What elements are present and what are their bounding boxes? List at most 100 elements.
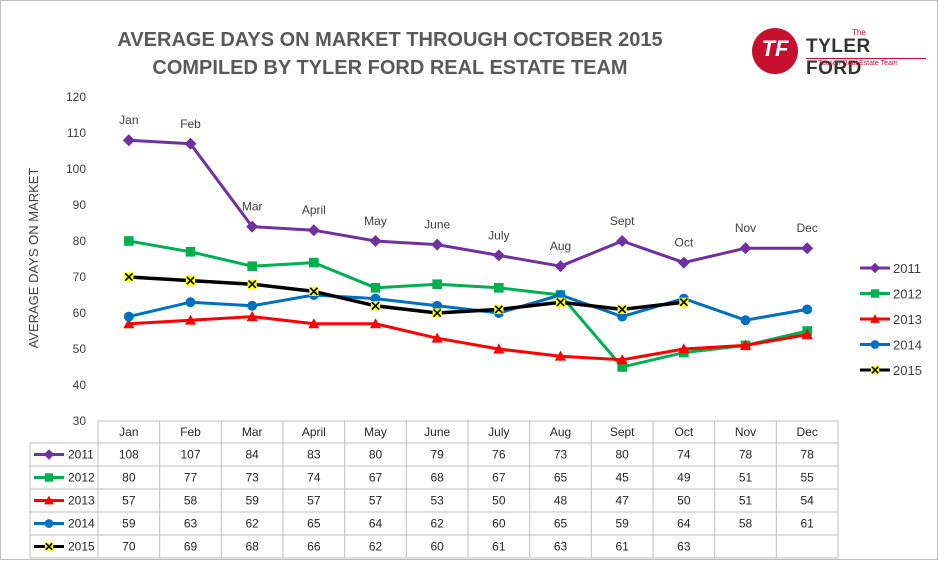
table-value-cell: 59 <box>615 517 629 531</box>
y-tick-label: 70 <box>73 270 87 284</box>
legend-marker-2011 <box>869 262 881 274</box>
point-2015-Oct-x <box>679 298 688 307</box>
table-value-cell: 65 <box>554 517 568 531</box>
legend-label: 2011 <box>893 261 921 276</box>
point-month-label: Oct <box>674 236 693 250</box>
point-2012-Sept <box>617 362 627 372</box>
legend-label: 2013 <box>893 312 922 327</box>
table-value-cell: 80 <box>369 448 383 462</box>
table-header-cell: May <box>364 425 387 439</box>
point-2015-July <box>494 304 504 314</box>
table-value-cell: 83 <box>307 448 321 462</box>
point-2011-Dec <box>801 242 814 255</box>
point-2015-June <box>432 308 442 318</box>
y-tick-label: 120 <box>66 90 86 104</box>
table-key-marker-2015 <box>44 542 54 551</box>
point-2015-Aug-x <box>556 298 565 307</box>
point-2015-Oct <box>679 297 689 307</box>
point-2013-Oct <box>678 343 690 354</box>
table-header-cell: June <box>424 425 450 439</box>
chart-title-line-2: COMPILED BY TYLER FORD REAL ESTATE TEAM <box>152 57 627 79</box>
table-value-cell: 62 <box>245 517 259 531</box>
point-2011-July <box>492 249 505 262</box>
table-value-cell: 63 <box>677 540 691 554</box>
table-value-cell: 66 <box>307 540 321 554</box>
point-2015-Sept-x <box>618 305 627 314</box>
table-header-cell: Jan <box>119 425 138 439</box>
logo-monogram: TF <box>761 36 789 61</box>
table-value-cell: 57 <box>307 494 321 508</box>
table-value-cell: 67 <box>492 471 506 485</box>
table-value-cell: 50 <box>677 494 691 508</box>
point-2015-April <box>309 286 319 296</box>
point-2012-July <box>494 283 504 293</box>
table-value-cell: 49 <box>677 471 691 485</box>
point-2011-Nov <box>739 242 752 255</box>
table-value-cell: 60 <box>492 517 506 531</box>
table-value-cell: 63 <box>184 517 198 531</box>
point-2014-Sept <box>617 311 628 322</box>
table-value-cell: 53 <box>430 494 444 508</box>
point-2013-April <box>308 318 320 329</box>
table-value-cell: 60 <box>430 540 444 554</box>
table-value-cell: 45 <box>615 471 629 485</box>
point-2013-Jan <box>123 318 135 329</box>
logo-badge-icon <box>752 28 798 74</box>
point-2013-Aug <box>554 350 567 361</box>
table-value-cell: 68 <box>430 471 444 485</box>
point-2014-Nov <box>740 315 751 326</box>
y-tick-label: 110 <box>67 126 86 140</box>
point-month-label: April <box>302 203 326 217</box>
table-value-cell: 61 <box>800 517 814 531</box>
y-tick-label: 30 <box>73 414 87 428</box>
point-2015-April-x <box>309 287 318 296</box>
y-tick-label: 100 <box>66 162 86 176</box>
table-value-cell: 68 <box>245 540 259 554</box>
point-month-label: Feb <box>180 117 201 131</box>
table-value-cell: 54 <box>800 494 814 508</box>
point-2013-Mar <box>246 311 258 322</box>
point-2014-Jan <box>123 311 134 322</box>
y-tick-label: 60 <box>73 306 87 320</box>
point-2015-Sept <box>617 304 627 314</box>
table-value-cell: 50 <box>492 494 506 508</box>
table-value-cell: 73 <box>245 471 259 485</box>
table-header-cell: July <box>488 425 509 439</box>
point-month-label: Jan <box>119 113 138 127</box>
table-key-marker-2013 <box>44 495 54 505</box>
table-header-cell: Feb <box>180 425 201 439</box>
table-value-cell: 78 <box>739 448 753 462</box>
series-line-2013 <box>128 315 808 362</box>
table-value-cell: 69 <box>184 540 198 554</box>
series-line-2015 <box>128 275 685 315</box>
point-2013-Feb <box>184 314 197 325</box>
table-value-cell: 67 <box>369 471 383 485</box>
table-value-cell: 70 <box>122 540 136 554</box>
table-value-cell: 107 <box>180 448 200 462</box>
table-value-cell: 76 <box>492 448 506 462</box>
point-2015-Jan-x <box>124 272 133 282</box>
plot-area: 30 40 50 60 70 80 90 100 110 120 <box>66 90 86 428</box>
table-value-cell: 59 <box>122 517 136 531</box>
point-2012-June <box>432 279 442 289</box>
y-tick-label: 40 <box>73 378 87 392</box>
point-2015-May <box>370 301 381 311</box>
legend-marker-2014 <box>870 340 880 349</box>
table-value-cell: 80 <box>615 448 629 462</box>
legend-marker-2015-x <box>871 366 879 374</box>
table-value-cell: 64 <box>369 517 383 531</box>
series-line-2014 <box>128 293 808 322</box>
point-2011-May <box>369 235 382 247</box>
table-value-cell: 63 <box>554 540 568 554</box>
table-header-cell: Aug <box>550 425 571 439</box>
legend: 2011 2012 2013 2014 2015 <box>860 261 922 378</box>
table-row-label: 2013 <box>68 494 95 508</box>
point-2011-Oct <box>677 256 690 269</box>
table-value-cell: 55 <box>800 471 814 485</box>
table-key-marker-2014 <box>44 519 54 528</box>
legend-marker-2012 <box>870 289 880 298</box>
point-month-label: July <box>488 228 509 242</box>
point-month-label: June <box>424 218 450 232</box>
point-2012-Mar <box>247 261 257 271</box>
point-2011-June <box>431 238 444 251</box>
